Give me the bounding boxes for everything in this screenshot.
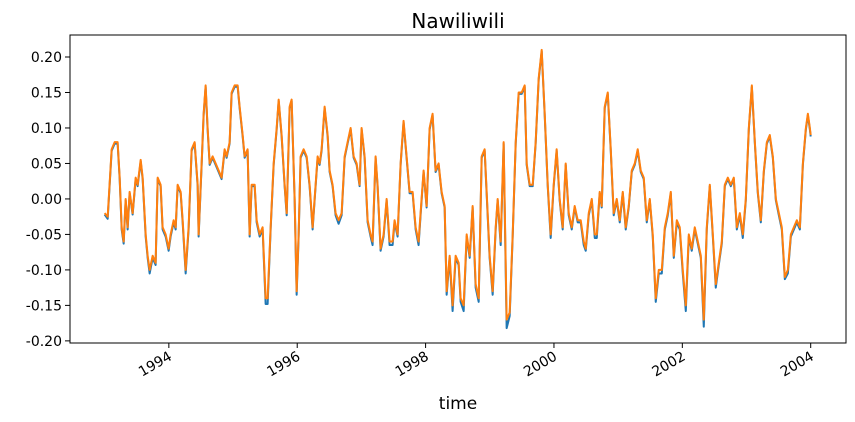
y-tick-label: -0.15 [26,298,62,314]
x-axis-label: time [439,394,477,414]
y-tick-label: 0.05 [31,156,62,172]
y-tick-label: 0.00 [31,192,62,208]
x-tick-label: 2004 [778,349,817,381]
x-tick-label: 2000 [521,349,560,381]
x-tick-label: 1996 [264,349,303,381]
x-tick-label: 1998 [393,349,432,381]
y-tick-label: 0.15 [31,85,62,101]
x-tick-label: 2002 [649,349,688,381]
plot-frame [69,34,847,344]
y-tick-label: -0.20 [26,334,62,350]
x-tick-label: 1994 [136,349,175,381]
chart-title: Nawiliwili [411,9,504,33]
y-tick-label: -0.05 [26,227,62,243]
y-tick-label: 0.20 [31,50,62,66]
y-tick-label: -0.10 [26,263,62,279]
y-tick-label: 0.10 [31,121,62,137]
series-line [103,48,812,321]
